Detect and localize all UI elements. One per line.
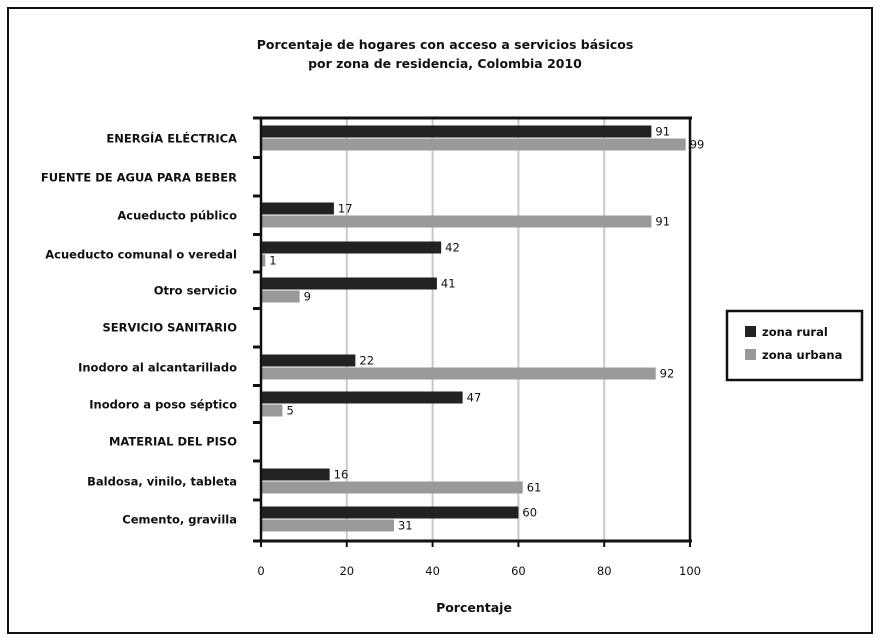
x-tick-label-40: 40	[425, 564, 440, 578]
x-tick-label-0: 0	[257, 564, 264, 578]
category-label: Cemento, gravilla	[122, 513, 237, 527]
data-label-zona-urbana: 5	[286, 404, 293, 418]
x-tick-label-20: 20	[339, 564, 354, 578]
data-label-zona-rural: 60	[522, 506, 537, 520]
bar-zona-urbana	[262, 367, 656, 380]
bar-zona-rural	[262, 354, 356, 367]
x-tick-label-80: 80	[597, 564, 612, 578]
gridlines	[345, 118, 691, 541]
x-axis-label: Porcentaje	[436, 600, 512, 615]
category-header-label: FUENTE DE AGUA PARA BEBER	[41, 171, 237, 185]
bar-zona-urbana	[262, 254, 266, 267]
category-label: Acueducto público	[117, 209, 237, 223]
data-label-zona-urbana: 31	[398, 519, 413, 533]
category-header-label: SERVICIO SANITARIO	[102, 321, 237, 335]
bar-zona-urbana	[262, 138, 686, 151]
data-label-zona-urbana: 61	[527, 481, 542, 495]
data-label-zona-rural: 91	[655, 125, 670, 139]
bar-zona-urbana	[262, 481, 523, 494]
data-label-zona-rural: 42	[445, 241, 460, 255]
bar-zona-rural	[262, 506, 519, 519]
data-label-zona-urbana: 1	[269, 254, 276, 268]
chart-title-line-2: por zona de residencia, Colombia 2010	[308, 56, 582, 71]
bar-zona-rural	[262, 277, 437, 290]
bar-zona-rural	[262, 241, 442, 254]
category-labels: ENERGÍA ELÉCTRICA FUENTE DE AGUA PARA BEB…	[41, 131, 237, 527]
x-tick-label-100: 100	[679, 564, 701, 578]
legend-swatch-zona-urbana	[745, 349, 756, 360]
bar-zona-rural	[262, 391, 463, 404]
chart-title-line-1: Porcentaje de hogares con acceso a servi…	[257, 37, 634, 52]
data-label-zona-rural: 22	[359, 354, 374, 368]
legend-label-zona-rural: zona rural	[762, 325, 828, 339]
category-label: Inodoro a poso séptico	[89, 398, 237, 412]
data-label-zona-urbana: 9	[304, 290, 311, 304]
legend-label-zona-urbana: zona urbana	[762, 348, 842, 362]
bar-zona-urbana	[262, 519, 394, 532]
data-label-zona-urbana: 99	[690, 138, 705, 152]
bars: 91 99 17 91 42 1 41 9 22 92 47 5 16 61 60 31	[262, 125, 704, 533]
category-label: Otro servicio	[154, 284, 237, 298]
bar-zona-rural	[262, 125, 652, 138]
category-header-label: MATERIAL DEL PISO	[109, 435, 237, 449]
category-label: Inodoro al alcantarillado	[78, 361, 237, 375]
category-label: Acueducto comunal o veredal	[45, 248, 237, 262]
category-label: Baldosa, vinilo, tableta	[87, 475, 237, 489]
axes: 0 20 40 60 80 100	[253, 116, 701, 578]
data-label-zona-rural: 17	[338, 202, 353, 216]
bar-zona-urbana	[262, 404, 283, 417]
category-header-label: ENERGÍA ELÉCTRICA	[106, 131, 237, 146]
x-tick-label-60: 60	[511, 564, 526, 578]
bar-zona-rural	[262, 468, 330, 481]
bar-zona-urbana	[262, 290, 300, 303]
legend: zona rural zona urbana	[725, 309, 864, 382]
data-label-zona-urbana: 92	[660, 367, 675, 381]
bar-zona-rural	[262, 202, 334, 215]
data-label-zona-rural: 47	[467, 391, 482, 405]
data-label-zona-rural: 41	[441, 277, 456, 291]
data-label-zona-urbana: 91	[655, 215, 670, 229]
legend-swatch-zona-rural	[745, 326, 756, 337]
data-label-zona-rural: 16	[334, 468, 349, 482]
bar-zona-urbana	[262, 215, 652, 228]
